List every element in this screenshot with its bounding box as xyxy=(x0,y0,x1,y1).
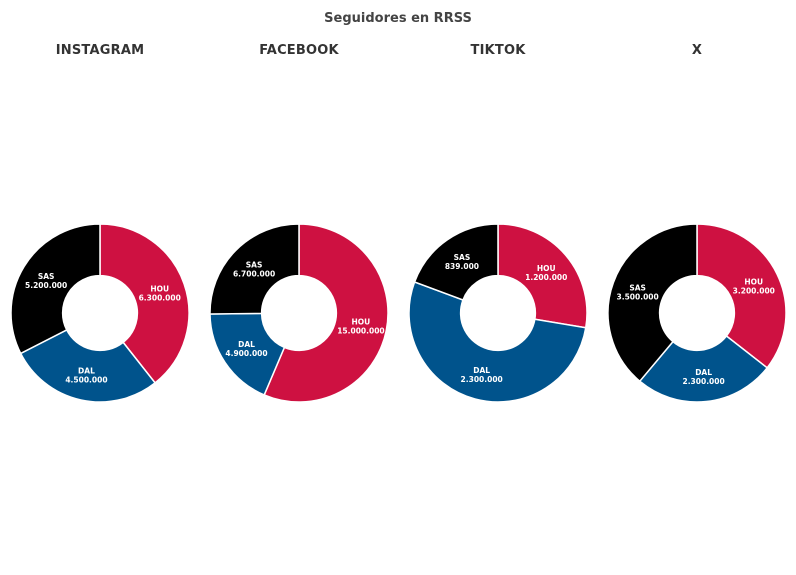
slice-value-hou: 15.000.000 xyxy=(337,327,384,336)
subtitle-facebook: FACEBOOK xyxy=(259,43,339,58)
slice-label-sas: SAS xyxy=(246,261,263,270)
subtitle-x: X xyxy=(691,43,703,58)
slice-value-sas: 839.000 xyxy=(445,262,479,271)
slice-label-dal: DAL xyxy=(695,368,712,377)
slice-sas[interactable] xyxy=(413,223,499,301)
slice-hou[interactable] xyxy=(696,223,787,369)
slice-label-sas: SAS xyxy=(38,272,55,281)
slice-label-hou: HOU xyxy=(537,264,556,273)
slice-value-hou: 6.300.000 xyxy=(139,293,181,302)
slice-value-sas: 5.200.000 xyxy=(25,281,67,290)
slice-label-dal: DAL xyxy=(473,366,490,375)
slice-dal[interactable] xyxy=(408,281,587,403)
slice-sas[interactable] xyxy=(10,223,101,355)
slice-dal[interactable] xyxy=(19,328,157,403)
subtitle-instagram: INSTAGRAM xyxy=(55,43,145,58)
slice-value-hou: 3.200.000 xyxy=(733,286,775,295)
chart-title: Seguidores en RRSS xyxy=(324,11,472,26)
slice-label-sas: SAS xyxy=(629,283,646,292)
slice-value-sas: 6.700.000 xyxy=(233,270,275,279)
slice-sas[interactable] xyxy=(209,223,300,315)
slice-dal[interactable] xyxy=(209,312,286,396)
slice-label-hou: HOU xyxy=(150,284,169,293)
slice-value-dal: 2.300.000 xyxy=(461,375,503,384)
slice-label-hou: HOU xyxy=(352,318,371,327)
slice-label-dal: DAL xyxy=(238,340,255,349)
slice-hou[interactable] xyxy=(497,223,588,329)
subtitle-tiktok: TIKTOK xyxy=(470,43,526,58)
slice-value-dal: 4.500.000 xyxy=(65,376,107,385)
slice-hou[interactable] xyxy=(99,223,190,384)
slice-hou[interactable] xyxy=(263,223,389,403)
slice-value-dal: 4.900.000 xyxy=(225,349,267,358)
slice-label-dal: DAL xyxy=(78,367,95,376)
slice-value-hou: 1.200.000 xyxy=(525,273,567,282)
slice-label-sas: SAS xyxy=(454,253,471,262)
slice-value-dal: 2.300.000 xyxy=(682,377,724,386)
slice-label-hou: HOU xyxy=(744,277,763,286)
slice-value-sas: 3.500.000 xyxy=(617,292,659,301)
slice-dal[interactable] xyxy=(638,334,769,403)
slice-sas[interactable] xyxy=(607,223,698,383)
